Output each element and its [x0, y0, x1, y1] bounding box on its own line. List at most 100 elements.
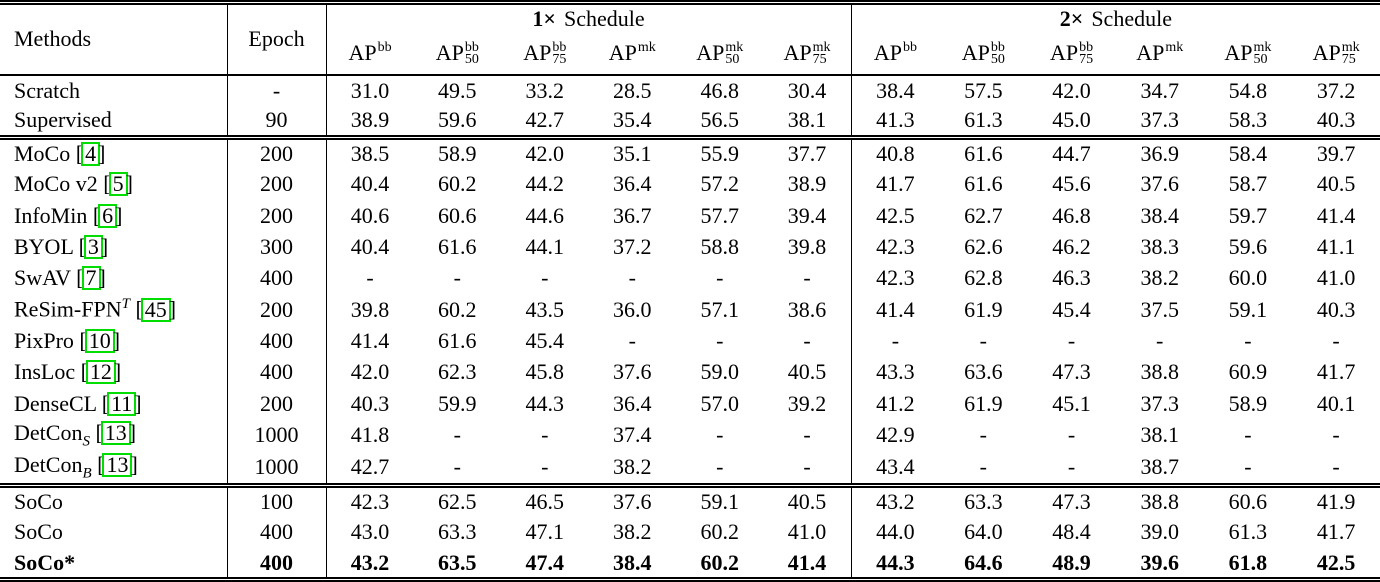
citation-link[interactable]: 11	[107, 391, 137, 416]
value-cell: 43.2	[851, 482, 940, 517]
value-cell: 61.3	[964, 107, 1003, 133]
value-cell: -	[979, 422, 987, 448]
col-group-1x-schedule: 1× Schedule	[326, 0, 852, 33]
value-cell: 37.3	[1140, 390, 1179, 416]
value-cell: 45.4	[1052, 296, 1091, 322]
value-cell: 42.0	[350, 359, 390, 385]
value-cell: 57.2	[700, 171, 740, 197]
value-cell: 28.5	[613, 77, 652, 103]
method-name: ReSim-FPN	[14, 296, 122, 322]
value-cell: 41.8	[350, 422, 390, 448]
value-cell: 41.3	[876, 107, 915, 133]
method-name: BYOL	[14, 233, 74, 259]
value-cell: 59.1	[1228, 296, 1268, 322]
value-cell: 41.1	[1316, 233, 1356, 259]
method-cell: SoCo	[0, 516, 228, 549]
schedule-1x-multiplier: 1×	[532, 5, 556, 31]
method-cell: DetConB [13]	[0, 451, 228, 486]
value-cell: 57.5	[964, 77, 1003, 103]
value-cell: 64.6	[939, 548, 1028, 582]
value-cell: 38.2	[1140, 265, 1179, 291]
value-cell: 46.5	[501, 482, 589, 517]
value-cell: -	[453, 422, 461, 448]
value-cell: 61.6	[438, 233, 477, 259]
value-cell: 58.8	[700, 233, 740, 259]
value-cell: 35.4	[613, 107, 652, 133]
value-cell: 36.7	[613, 202, 652, 228]
citation-link[interactable]: 45	[140, 297, 171, 322]
value-cell: 42.7	[525, 107, 565, 133]
value-cell: 48.9	[1027, 548, 1116, 582]
epoch-cell: 200	[227, 387, 327, 420]
value-cell: -	[891, 327, 900, 353]
value-cell: -	[1332, 327, 1340, 353]
value-cell: 41.7	[1316, 359, 1356, 385]
citation-link[interactable]: 7	[81, 266, 101, 291]
value-cell: 40.1	[1316, 390, 1356, 416]
epoch-cell: 90	[227, 105, 327, 138]
method-name: Supervised	[14, 107, 112, 133]
value-cell: 42.3	[326, 482, 414, 517]
value-cell: -	[1332, 453, 1340, 479]
citation-link[interactable]: 13	[100, 420, 131, 445]
value-cell: 59.6	[1228, 233, 1268, 259]
value-cell: 44.3	[851, 548, 940, 582]
value-cell: 47.4	[501, 548, 589, 582]
epoch-cell: 1000	[227, 451, 327, 486]
citation-link[interactable]: 12	[85, 360, 116, 385]
value-cell: 61.9	[964, 296, 1003, 322]
value-cell: 58.7	[1228, 171, 1268, 197]
value-cell: 39.0	[1140, 519, 1179, 545]
value-cell: 59.0	[700, 359, 740, 385]
value-cell: 40.5	[763, 356, 852, 388]
value-cell: -	[1156, 327, 1164, 353]
method-name: SoCo	[14, 489, 63, 515]
value-cell: 44.1	[525, 233, 565, 259]
col-header-ap-1x-mk75: AP mk 75	[763, 32, 852, 76]
value-cell: 46.2	[1052, 233, 1091, 259]
schedule-1x-label: Schedule	[563, 5, 645, 31]
value-cell: -	[763, 419, 852, 452]
table-row: SoCo 400 43.0 63.3 47.1 38.2 60.2 41.0 44.0 64.0 4…	[0, 516, 1380, 549]
value-cell: 41.4	[763, 548, 852, 582]
col-header-ap-2x-mk: AP mk	[1115, 32, 1204, 76]
value-cell: 39.4	[763, 199, 852, 232]
value-cell: -	[763, 325, 852, 357]
value-cell: 45.4	[525, 327, 565, 353]
citation-link[interactable]: 6	[98, 203, 118, 228]
value-cell: 54.8	[1228, 77, 1268, 103]
value-cell: 37.5	[1140, 296, 1179, 322]
value-cell: 61.6	[939, 134, 1028, 169]
value-cell: 42.9	[876, 422, 915, 448]
col-header-epoch: Epoch	[227, 0, 327, 76]
value-cell: 38.4	[588, 548, 676, 582]
table-row: DetConS [13] 1000 41.8- -37.4- -42.9- -38.1- -	[0, 419, 1380, 452]
value-cell: 39.8	[763, 231, 852, 263]
method-superscript: T	[121, 296, 130, 313]
value-cell: 61.6	[964, 171, 1003, 197]
table-row: SwAV [7] 400- - - - - -42.3 62.8 46.3 38.2 60.0 41.…	[0, 262, 1380, 294]
value-cell: 39.2	[763, 387, 852, 420]
value-cell: -	[1244, 327, 1252, 353]
value-cell: 57.0	[700, 390, 740, 416]
value-cell: -	[979, 327, 987, 353]
value-cell: 61.6	[438, 327, 477, 353]
value-cell: 40.4	[350, 171, 390, 197]
value-cell: 38.1	[1140, 422, 1179, 448]
value-cell: 60.2	[438, 296, 477, 322]
col-header-ap-2x-bb: AP bb	[851, 32, 940, 76]
value-cell: 62.6	[964, 233, 1003, 259]
value-cell: 36.9	[1115, 134, 1204, 169]
citation-link[interactable]: 5	[108, 172, 128, 197]
value-cell: 37.7	[763, 134, 852, 169]
citation-link[interactable]: 10	[84, 328, 115, 353]
value-cell: 61.9	[964, 390, 1003, 416]
citation-link[interactable]: 4	[81, 142, 101, 167]
citation-link[interactable]: 3	[83, 234, 103, 259]
epoch-cell: 300	[227, 231, 327, 263]
value-cell: 60.6	[1203, 482, 1292, 517]
value-cell: 38.3	[1140, 233, 1179, 259]
value-cell: 37.3	[1140, 107, 1179, 133]
value-cell: 63.5	[413, 548, 501, 582]
citation-link[interactable]: 13	[102, 452, 133, 477]
